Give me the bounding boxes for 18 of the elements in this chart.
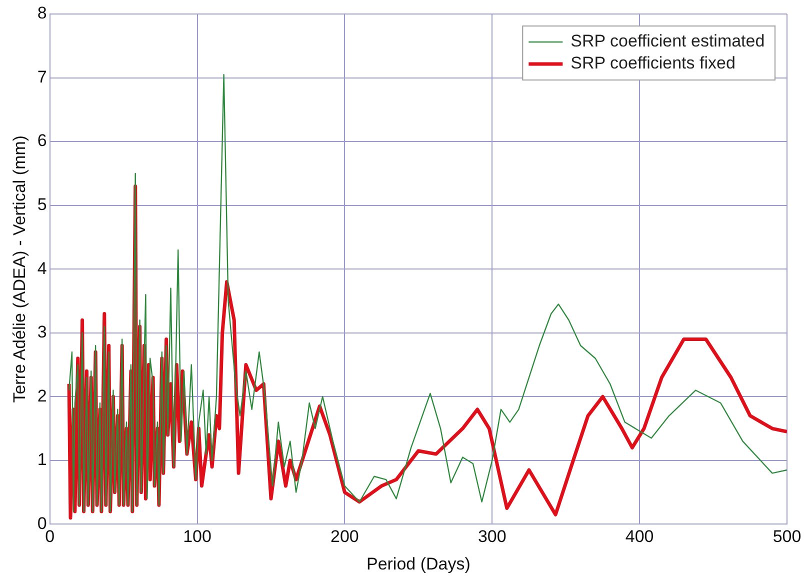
y-tick-label: 1 xyxy=(37,450,47,470)
y-tick-label: 5 xyxy=(37,195,47,214)
x-axis-title: Period (Days) xyxy=(366,554,470,574)
y-tick-label: 3 xyxy=(37,322,47,342)
y-tick-label: 0 xyxy=(37,514,47,533)
x-tick-label: 100 xyxy=(183,527,212,546)
x-tick-label: 200 xyxy=(330,527,359,546)
y-axis-title: Terre Adélie (ADEA) - Vertical (mm) xyxy=(10,135,29,403)
y-tick-label: 2 xyxy=(37,386,47,406)
y-tick-label: 6 xyxy=(37,131,47,150)
legend-label: SRP coefficients fixed xyxy=(570,54,736,73)
y-tick-label: 8 xyxy=(37,4,47,23)
y-tick-label: 4 xyxy=(37,258,47,278)
x-tick-label: 300 xyxy=(478,527,506,546)
x-tick-label: 500 xyxy=(772,527,802,546)
x-tick-label: 400 xyxy=(625,527,654,546)
legend-label: SRP coefficient estimated xyxy=(570,32,765,51)
y-tick-label: 7 xyxy=(37,67,47,86)
